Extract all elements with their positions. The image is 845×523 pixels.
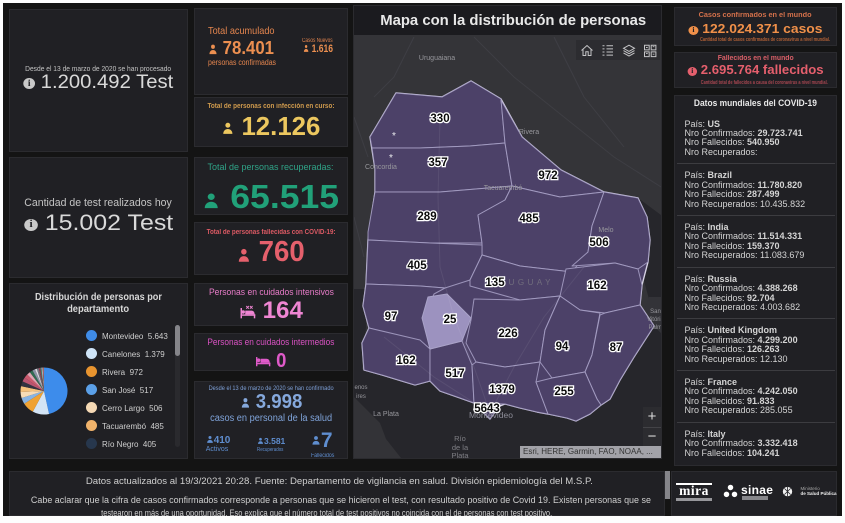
svg-text:Concordia: Concordia xyxy=(365,164,397,171)
svg-text:162: 162 xyxy=(396,355,415,367)
svg-text:La Plata: La Plata xyxy=(373,411,399,418)
svg-text:de la: de la xyxy=(452,443,469,452)
svg-text:Santa: Santa xyxy=(650,309,661,315)
svg-text:Rivera: Rivera xyxy=(519,129,539,136)
svg-text:5643: 5643 xyxy=(474,403,500,415)
svg-text:Vitória d: Vitória d xyxy=(647,317,661,323)
svg-text:enos: enos xyxy=(354,385,367,391)
svg-text:405: 405 xyxy=(407,260,427,272)
svg-text:255: 255 xyxy=(554,386,574,398)
svg-text:Plata: Plata xyxy=(451,451,469,458)
svg-text:97: 97 xyxy=(385,311,398,323)
svg-text:162: 162 xyxy=(587,280,606,292)
svg-text:*: * xyxy=(392,131,396,142)
svg-text:289: 289 xyxy=(417,211,436,223)
svg-text:506: 506 xyxy=(589,237,608,249)
svg-text:ires: ires xyxy=(356,394,366,400)
svg-text:94: 94 xyxy=(556,341,569,353)
svg-text:972: 972 xyxy=(538,170,557,182)
svg-text:URUGUAY: URUGUAY xyxy=(490,278,554,287)
svg-text:517: 517 xyxy=(445,368,464,380)
svg-text:Melo: Melo xyxy=(598,227,613,234)
svg-text:485: 485 xyxy=(519,213,539,225)
svg-text:135: 135 xyxy=(485,277,505,289)
svg-text:226: 226 xyxy=(498,328,517,340)
svg-text:Montevideo: Montevideo xyxy=(469,410,513,420)
svg-text:1379: 1379 xyxy=(489,384,515,396)
svg-text:*: * xyxy=(389,153,393,164)
svg-text:357: 357 xyxy=(428,157,447,169)
svg-text:Tacuarembó: Tacuarembó xyxy=(484,185,523,192)
svg-text:Palmar: Palmar xyxy=(648,325,661,331)
svg-text:25: 25 xyxy=(444,314,457,326)
svg-text:Río: Río xyxy=(454,434,466,443)
svg-text:330: 330 xyxy=(430,113,449,125)
svg-text:Uruguaiana: Uruguaiana xyxy=(419,55,455,62)
svg-text:87: 87 xyxy=(610,342,623,354)
